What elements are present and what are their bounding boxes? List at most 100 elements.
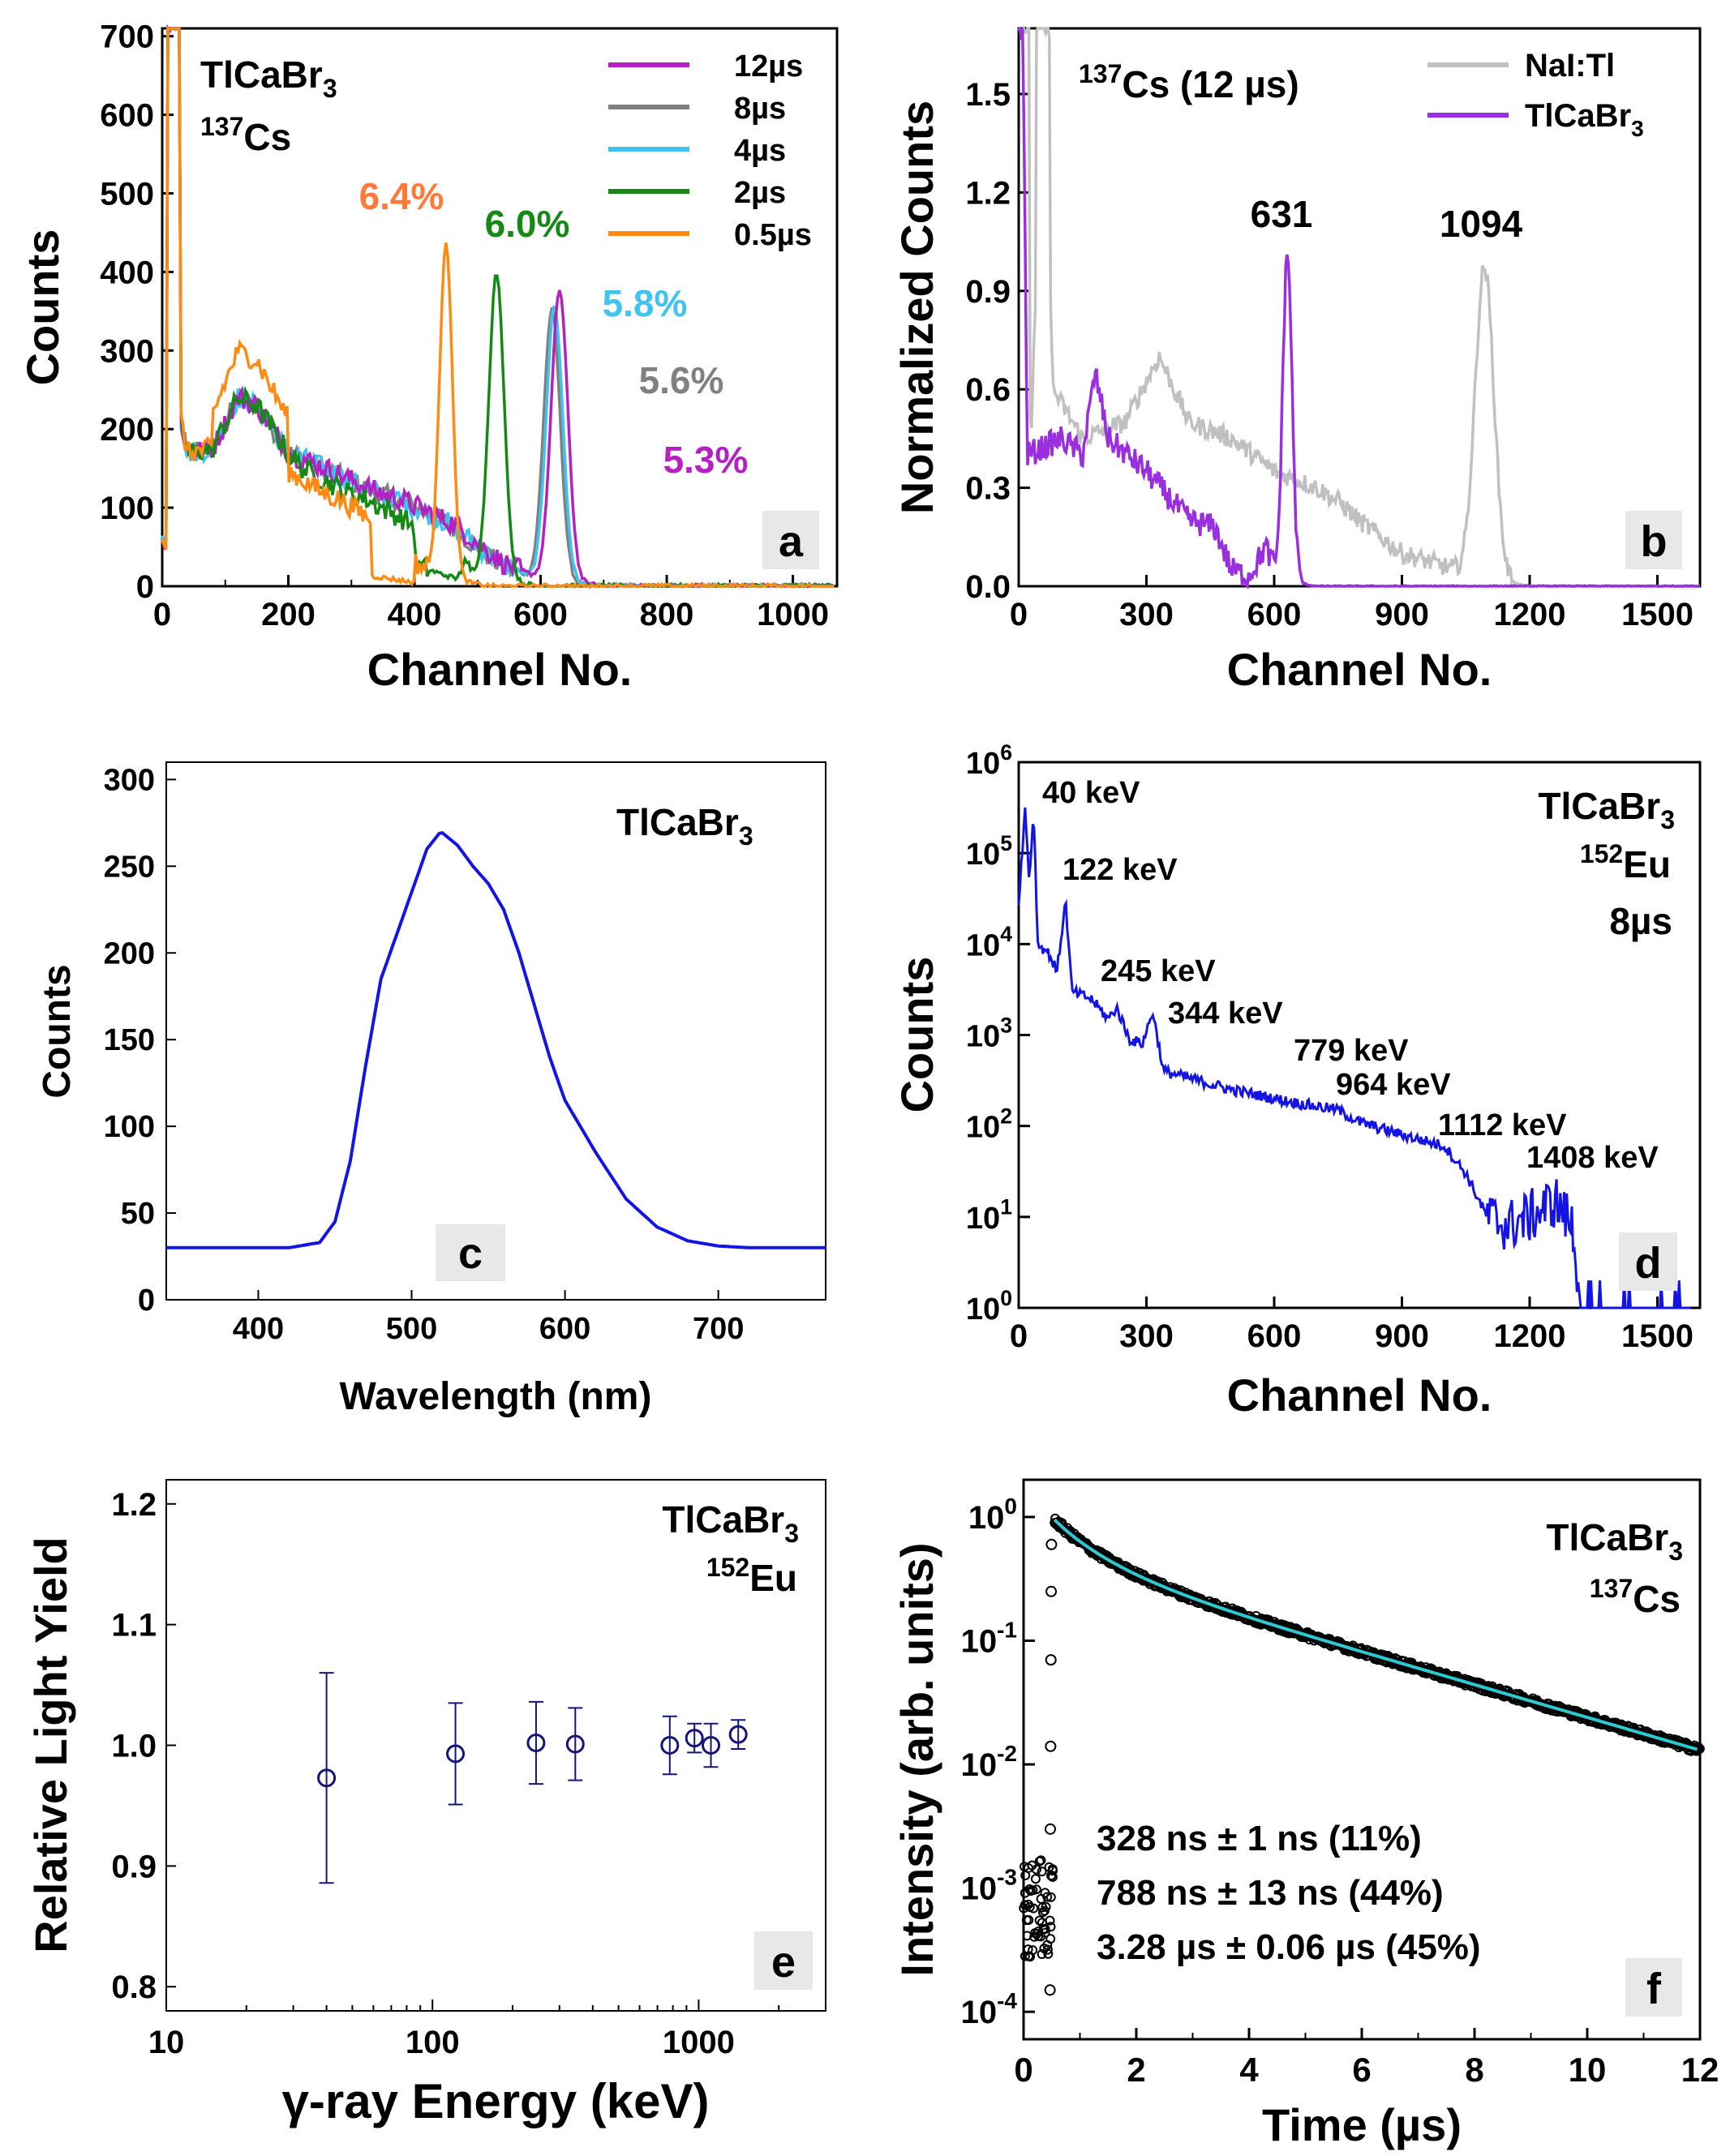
panel-d-xtick-label: 900 (1375, 1318, 1429, 1354)
panel-e-point (565, 1734, 585, 1754)
panel-d-peak-label: 122 keV (1062, 853, 1178, 887)
panel-a-resolution-label: 5.8% (603, 282, 688, 324)
panel-b-ytick-label: 1.5 (965, 77, 1011, 113)
panel-d-spectrum (1017, 807, 1691, 1309)
panel-f-data-point (1042, 1892, 1053, 1902)
panel-e-letter-bg (754, 1931, 813, 1990)
panel-e-ytick-label: 0.8 (111, 1970, 157, 2005)
panel-f-xtick-label: 10 (1569, 2051, 1607, 2089)
panel-a-xtick-label: 1000 (757, 597, 829, 632)
panel-b-ylabel: Normalized Counts (891, 101, 942, 514)
panel-d-ytick-label: 100 (966, 1286, 1012, 1327)
panel-b-series (1017, 24, 1701, 589)
panel-a-resolution-labels: 6.4% 6.0% 5.8% 5.6% 5.3% (359, 175, 749, 481)
panel-a-ytick-label: 300 (100, 333, 154, 369)
panel-e-series (317, 1672, 748, 1884)
panel-a-xtick-label: 400 (388, 597, 442, 632)
panel-c-ytick-label: 150 (104, 1023, 155, 1057)
panel-a-ytick-label: 700 (100, 19, 154, 55)
panel-f-fit-label-1: 328 ns ± 1 ns (11%) (1097, 1819, 1422, 1858)
panel-a-letter-bg (762, 511, 819, 569)
panel-d: 0 300 600 900 1200 1500100101102103104105106 … (891, 740, 1702, 1421)
panel-c-ylabel: Counts (36, 964, 79, 1098)
panel-f-data-point (1034, 1915, 1045, 1926)
panel-f-ylabel: Intensity (arb. units) (891, 1542, 942, 1976)
panel-e-ticks: 10 100 1000 0.8 0.9 1.0 1.1 1.2 (111, 1487, 826, 2060)
panel-c-letter: c (458, 1229, 483, 1278)
panel-a-series-8µs (161, 27, 835, 589)
panel-d-ticks: 0 300 600 900 1200 1500 100 101 102 103 104 105 106 (966, 740, 1694, 1354)
panel-e-sample: TlCaBr3 (662, 1498, 799, 1548)
panel-c-frame (165, 761, 826, 1301)
panel-f-data-point (1040, 1905, 1050, 1916)
panel-a-series-2µs (161, 27, 835, 589)
panel-e-xtick-label: 1000 (663, 2025, 735, 2060)
panel-f-xlabel: Time (µs) (1262, 2099, 1462, 2150)
panel-f-fit-curve (1053, 1518, 1698, 1751)
panel-f-letter-bg (1625, 1958, 1682, 2017)
panel-a-ytick-label: 200 (100, 412, 154, 448)
panel-f-data-point (1020, 1951, 1030, 1961)
panel-a-legend: 12µs 8µs 4µs 2µs 0.5µs (608, 49, 812, 252)
panel-c-letter-bg (436, 1224, 505, 1281)
panel-f-xtick-label: 8 (1465, 2051, 1483, 2089)
panel-e-point (685, 1729, 704, 1748)
panel-d-xtick-label: 1500 (1621, 1318, 1694, 1354)
panel-a-ytick-label: 100 (100, 491, 154, 526)
panel-a-resolution-label: 5.3% (663, 439, 749, 481)
panel-d-xlabel: Channel No. (1227, 1369, 1492, 1421)
panel-c-ytick-label: 300 (104, 763, 155, 797)
panel-f-data-point (1036, 1855, 1046, 1866)
panel-d-series (1017, 807, 1691, 1309)
panel-f-xtick-label: 4 (1239, 2051, 1259, 2089)
panel-d-peak-label: 1112 keV (1438, 1108, 1567, 1142)
panel-a-xtick-label: 0 (153, 597, 171, 632)
panel-a-ytick-label: 500 (100, 176, 154, 212)
panel-e-point (446, 1744, 466, 1764)
panel-e-letter: e (771, 1938, 796, 1987)
panel-d-peak-label: 1408 keV (1526, 1141, 1659, 1175)
panel-f-data-point (1028, 1945, 1038, 1956)
panel-e-ytick-label: 1.0 (111, 1729, 157, 1764)
panel-c-ytick-label: 250 (104, 850, 155, 884)
panel-d-xtick-label: 600 (1247, 1318, 1302, 1354)
panel-e-ytick-label: 1.1 (111, 1608, 157, 1644)
panel-c-ytick-label: 200 (104, 937, 155, 971)
panel-d-ytick-label: 106 (966, 740, 1012, 781)
panel-f-data-point (1037, 1907, 1048, 1918)
panel-a-legend-label: 12µs (734, 49, 803, 84)
panel-e-xlabel: γ-ray Energy (keV) (282, 2074, 710, 2128)
panel-f-data-point (1045, 1740, 1057, 1752)
panel-b-xtick-label: 1200 (1494, 597, 1566, 632)
panel-f-data-point (1045, 1823, 1057, 1835)
panel-f-data-point (1047, 1871, 1058, 1882)
panel-f-data-point (1030, 1874, 1041, 1884)
panel-c-xtick-label: 500 (386, 1312, 437, 1346)
panel-e-xtick-label: 10 (148, 2025, 185, 2060)
panel-e: 10 100 1000 0.8 0.9 1.0 1.1 1.2 γ-ray Energy (k… (25, 1479, 826, 2128)
panel-c-ticks: 400 500 600 700 0 50 100 150 200 250 300 (104, 763, 745, 1346)
panel-f-ytick-label: 10-4 (961, 1988, 1018, 2030)
panel-b: 0 300 600 900 1200 1500 0.0 0.3 0.6 0.9 1.2 1.5 Cha… (891, 24, 1702, 695)
panel-c-sample: TlCaBr3 (616, 801, 753, 851)
panel-c-emission-curve (166, 831, 826, 1249)
panel-e-point (702, 1736, 721, 1755)
panel-f-data-point (1045, 1934, 1056, 1944)
panel-f-data-point (1045, 1538, 1058, 1550)
panel-f-data-point (1033, 1931, 1044, 1941)
panel-a-letter: a (779, 517, 804, 566)
panel-c-ytick-label: 50 (121, 1197, 155, 1231)
panel-c: 400 500 600 700 0 50 100 150 200 250 300 Wavelengt… (36, 761, 826, 1418)
panel-f-letter: f (1646, 1965, 1662, 2013)
panel-b-ticks: 0 300 600 900 1200 1500 0.0 0.3 0.6 0.9 1.2 1.5 (965, 77, 1694, 632)
panel-d-letter-bg (1619, 1232, 1677, 1291)
panel-b-ytick-label: 0.9 (965, 274, 1011, 310)
panel-d-xtick-label: 300 (1119, 1318, 1174, 1354)
panel-b-letter-bg (1625, 511, 1682, 569)
panel-a-isotope: 137Cs (200, 112, 291, 158)
panel-f-data-point (1045, 1654, 1057, 1666)
panel-f-ytick-label: 10-3 (961, 1865, 1017, 1907)
panel-a: 0 200 400 600 800 10000100200300400500600700 … (17, 19, 839, 695)
panel-a-sample: TlCaBr3 (200, 54, 337, 103)
